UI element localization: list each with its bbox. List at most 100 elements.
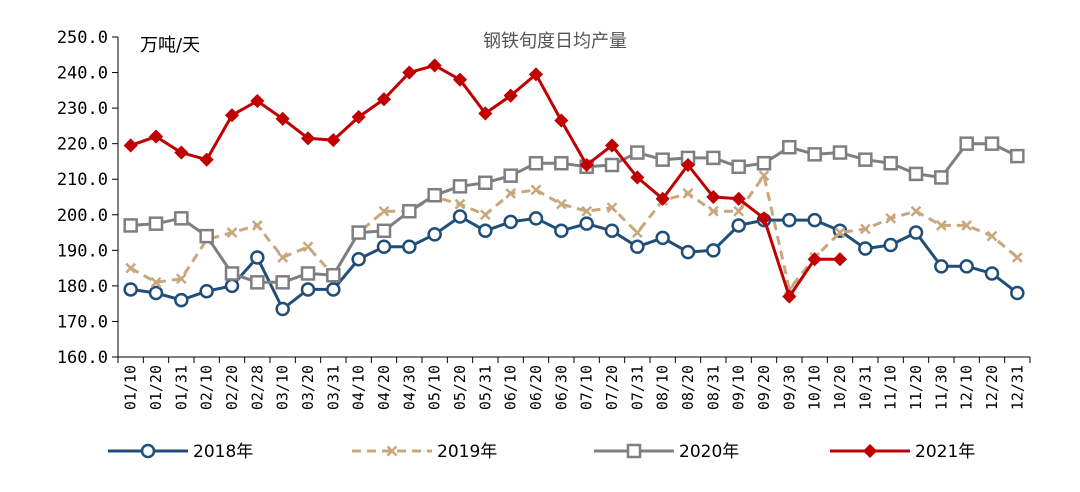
data-point [680, 157, 696, 173]
legend-item: 2021年 [830, 442, 975, 462]
data-point [756, 211, 772, 226]
data-point [199, 283, 214, 299]
data-point [479, 209, 491, 221]
data-point [478, 175, 493, 191]
data-point [1010, 148, 1025, 164]
x-tick-label: 09/30 [780, 365, 798, 410]
x-tick-label: 11/10 [882, 365, 900, 410]
data-point [908, 166, 924, 182]
y-tick-label: 230.0 [57, 99, 108, 119]
data-point [503, 88, 518, 103]
data-point [1011, 252, 1023, 263]
data-point [250, 275, 265, 290]
y-tick-label: 190.0 [57, 241, 108, 261]
x-tick-label: 08/10 [654, 365, 672, 410]
data-point [858, 152, 873, 167]
data-point [174, 211, 189, 226]
data-point [604, 157, 620, 173]
legend-marker [140, 443, 156, 459]
x-tick-label: 02/28 [248, 365, 266, 410]
data-point [579, 216, 594, 231]
data-point [275, 111, 290, 126]
data-point [503, 214, 518, 230]
data-point [782, 212, 797, 228]
legend-label: 2020年 [679, 442, 739, 462]
data-point [733, 205, 745, 217]
x-tick-label: 05/10 [426, 365, 444, 410]
x-tick-label: 03/10 [274, 365, 292, 410]
x-tick-label: 12/31 [1008, 365, 1026, 410]
legend-marker [862, 443, 878, 459]
x-tick-label: 08/20 [679, 365, 697, 410]
data-point [300, 282, 316, 297]
series-1 [123, 209, 1025, 317]
data-point [807, 147, 822, 162]
x-tick-label: 10/10 [806, 365, 824, 410]
data-point [302, 241, 314, 253]
data-point [326, 267, 341, 283]
data-point [782, 289, 797, 304]
x-tick-label: 04/20 [375, 365, 393, 410]
data-point [959, 136, 974, 151]
data-point [858, 241, 873, 256]
legend: 2018年 2019年 2020年 2021年 [108, 442, 975, 462]
data-point [148, 285, 164, 301]
x-tick-label: 12/20 [983, 365, 1001, 410]
x-tick-label: 01/10 [122, 365, 140, 410]
data-point [655, 230, 670, 246]
unit-label: 万吨/天 [140, 35, 200, 56]
x-tick-label: 05/31 [476, 365, 494, 410]
x-tick-label: 01/20 [147, 365, 165, 410]
data-point [478, 223, 493, 239]
chart-title: 钢铁旬度日均产量 [483, 31, 627, 52]
x-tick-label: 02/10 [198, 365, 216, 410]
series-line [129, 174, 1019, 291]
y-tick-label: 250.0 [57, 28, 108, 48]
data-point [782, 139, 797, 155]
y-tick-label: 180.0 [57, 277, 108, 297]
data-point [376, 223, 392, 239]
data-point [934, 259, 949, 274]
data-point [706, 243, 721, 258]
legend-marker [386, 445, 398, 457]
data-point [706, 150, 721, 166]
data-point [631, 227, 643, 238]
data-point [150, 276, 162, 288]
series-line [130, 215, 1019, 311]
x-tick-label: 01/31 [172, 365, 190, 410]
data-point [224, 266, 240, 281]
data-point [682, 188, 694, 199]
data-point [731, 218, 746, 233]
y-tick-label: 160.0 [57, 348, 108, 368]
data-point [655, 191, 670, 206]
data-point [986, 230, 998, 242]
data-point [604, 223, 620, 239]
data-point [832, 145, 848, 160]
series-layer [123, 58, 1025, 317]
data-point [555, 198, 567, 210]
x-tick-label: 07/31 [628, 365, 646, 410]
x-tick-label: 10/20 [831, 365, 849, 410]
data-point [530, 184, 542, 196]
data-point [807, 252, 822, 267]
data-point [224, 108, 240, 123]
data-point [528, 67, 544, 82]
data-point [505, 188, 517, 199]
x-tick-label: 04/10 [350, 365, 368, 410]
legend-item: 2018年 [108, 442, 253, 462]
x-tick-label: 09/20 [755, 365, 773, 410]
data-point [528, 155, 544, 171]
data-point [123, 138, 138, 153]
data-point [250, 250, 265, 265]
data-point [807, 212, 822, 228]
data-point [554, 223, 569, 239]
data-point [275, 301, 290, 317]
data-point [655, 152, 670, 167]
data-point [910, 205, 922, 217]
data-point [883, 237, 898, 253]
data-point [123, 218, 138, 233]
data-point [224, 278, 240, 294]
data-point [402, 239, 417, 255]
axes: 160.0 170.0 180.0 190.0 200.0 210.0 220.0 230.0… [57, 28, 1031, 410]
